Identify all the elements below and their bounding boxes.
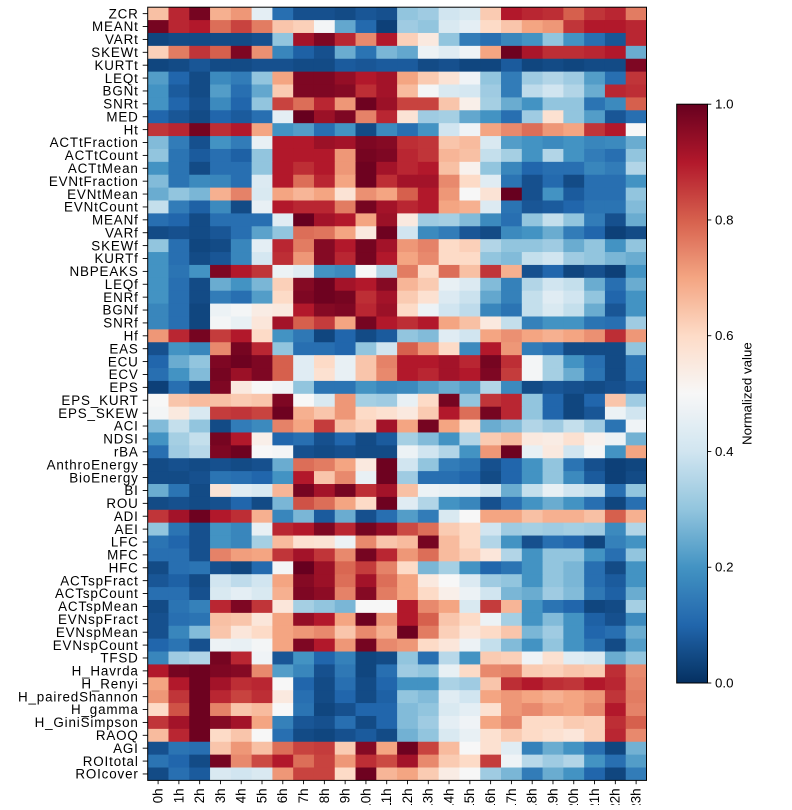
svg-text:Hf: Hf — [124, 329, 139, 344]
svg-text:MFC: MFC — [107, 548, 139, 563]
svg-text:ACTtCount: ACTtCount — [65, 148, 139, 163]
svg-text:RAOQ: RAOQ — [96, 728, 139, 743]
svg-text:13h: 13h — [421, 788, 436, 805]
svg-text:LEQt: LEQt — [105, 71, 139, 86]
svg-text:1.0: 1.0 — [715, 97, 734, 112]
svg-text:0.0: 0.0 — [715, 676, 734, 691]
svg-text:ACTspCount: ACTspCount — [55, 586, 139, 601]
svg-text:AGI: AGI — [113, 741, 139, 756]
svg-text:12h: 12h — [400, 788, 415, 805]
svg-text:17h: 17h — [504, 788, 519, 805]
svg-text:TFSD: TFSD — [100, 651, 138, 666]
svg-text:3h: 3h — [213, 788, 228, 803]
svg-text:14h: 14h — [441, 788, 456, 805]
svg-text:BGNt: BGNt — [103, 84, 139, 99]
svg-text:18h: 18h — [525, 788, 540, 805]
svg-text:SNRf: SNRf — [103, 316, 138, 331]
svg-text:BI: BI — [124, 483, 138, 498]
svg-text:9h: 9h — [338, 788, 353, 803]
svg-text:EPS_SKEW: EPS_SKEW — [58, 406, 138, 421]
svg-text:rBA: rBA — [114, 444, 139, 459]
svg-text:EVNspFract: EVNspFract — [58, 612, 139, 627]
svg-text:ACTspMean: ACTspMean — [58, 599, 139, 614]
svg-text:SKEWf: SKEWf — [91, 238, 138, 253]
svg-text:Ht: Ht — [124, 122, 139, 137]
svg-text:6h: 6h — [275, 788, 290, 803]
svg-text:0.8: 0.8 — [715, 212, 734, 227]
svg-text:BioEnergy: BioEnergy — [69, 470, 138, 485]
svg-text:10h: 10h — [358, 788, 373, 805]
svg-text:7h: 7h — [296, 788, 311, 803]
svg-text:MEANt: MEANt — [92, 19, 139, 34]
svg-text:EPS: EPS — [109, 380, 138, 395]
svg-text:0.6: 0.6 — [715, 328, 734, 343]
svg-text:ACTtFraction: ACTtFraction — [50, 135, 139, 150]
svg-text:EVNtFraction: EVNtFraction — [49, 174, 139, 189]
svg-text:ENRf: ENRf — [103, 290, 138, 305]
svg-text:AnthroEnergy: AnthroEnergy — [47, 457, 139, 472]
svg-text:ACTtMean: ACTtMean — [68, 161, 139, 176]
svg-text:H_GiniSimpson: H_GiniSimpson — [35, 715, 139, 730]
svg-text:EVNtMean: EVNtMean — [67, 187, 139, 202]
svg-text:HFC: HFC — [109, 560, 139, 575]
svg-text:AEI: AEI — [115, 522, 139, 537]
svg-text:22h: 22h — [608, 788, 623, 805]
svg-text:H_Renyi: H_Renyi — [81, 676, 138, 691]
svg-text:MEANf: MEANf — [92, 213, 139, 228]
svg-text:23h: 23h — [629, 788, 644, 805]
svg-text:16h: 16h — [483, 788, 498, 805]
svg-text:11h: 11h — [379, 788, 394, 805]
svg-text:LFC: LFC — [111, 535, 139, 550]
svg-text:ROIcover: ROIcover — [75, 767, 138, 782]
svg-text:2h: 2h — [192, 788, 207, 803]
svg-text:KURTf: KURTf — [95, 251, 139, 266]
svg-text:H_gamma: H_gamma — [71, 702, 139, 717]
svg-text:ADI: ADI — [114, 509, 139, 524]
svg-text:NBPEAKS: NBPEAKS — [69, 264, 138, 279]
svg-text:VARt: VARt — [105, 32, 139, 47]
svg-text:SNRt: SNRt — [103, 97, 138, 112]
svg-text:15h: 15h — [462, 788, 477, 805]
svg-text:ROU: ROU — [106, 496, 138, 511]
svg-text:NDSI: NDSI — [103, 432, 138, 447]
svg-text:EVNspMean: EVNspMean — [56, 625, 139, 640]
svg-text:1h: 1h — [171, 788, 186, 803]
svg-text:EAS: EAS — [109, 341, 138, 356]
svg-text:0h: 0h — [150, 788, 165, 803]
svg-text:ACTspFract: ACTspFract — [60, 573, 138, 588]
svg-text:EPS_KURT: EPS_KURT — [61, 393, 138, 408]
svg-text:H_pairedShannon: H_pairedShannon — [18, 689, 139, 704]
svg-text:4h: 4h — [234, 788, 249, 803]
svg-text:EVNtCount: EVNtCount — [64, 200, 139, 215]
svg-text:ROItotal: ROItotal — [83, 754, 139, 769]
svg-text:LEQf: LEQf — [105, 277, 139, 292]
svg-text:MED: MED — [106, 109, 138, 124]
svg-text:20h: 20h — [566, 788, 581, 805]
svg-text:0.2: 0.2 — [715, 560, 734, 575]
svg-text:8h: 8h — [317, 788, 332, 803]
svg-text:ACI: ACI — [114, 419, 139, 434]
svg-text:EVNspCount: EVNspCount — [53, 638, 139, 653]
svg-text:KURTt: KURTt — [95, 58, 139, 73]
svg-text:ECV: ECV — [109, 367, 139, 382]
svg-text:VARf: VARf — [105, 225, 139, 240]
svg-text:BGNf: BGNf — [103, 303, 139, 318]
svg-text:19h: 19h — [545, 788, 560, 805]
svg-text:5h: 5h — [254, 788, 269, 803]
svg-text:H_Havrda: H_Havrda — [72, 664, 139, 679]
svg-text:ZCR: ZCR — [109, 6, 139, 21]
svg-text:0.4: 0.4 — [715, 444, 734, 459]
svg-text:21h: 21h — [587, 788, 602, 805]
svg-text:ECU: ECU — [108, 354, 139, 369]
svg-text:Normalized value: Normalized value — [740, 342, 755, 445]
svg-text:SKEWt: SKEWt — [91, 45, 138, 60]
